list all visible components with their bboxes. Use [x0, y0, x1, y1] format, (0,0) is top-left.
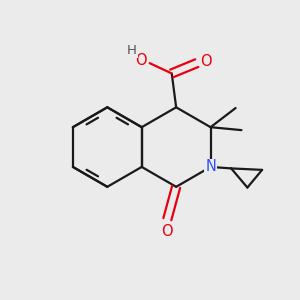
- Text: O: O: [161, 224, 173, 239]
- Text: O: O: [200, 54, 212, 69]
- Text: H: H: [127, 44, 137, 57]
- Text: O: O: [136, 53, 147, 68]
- Text: N: N: [205, 159, 216, 174]
